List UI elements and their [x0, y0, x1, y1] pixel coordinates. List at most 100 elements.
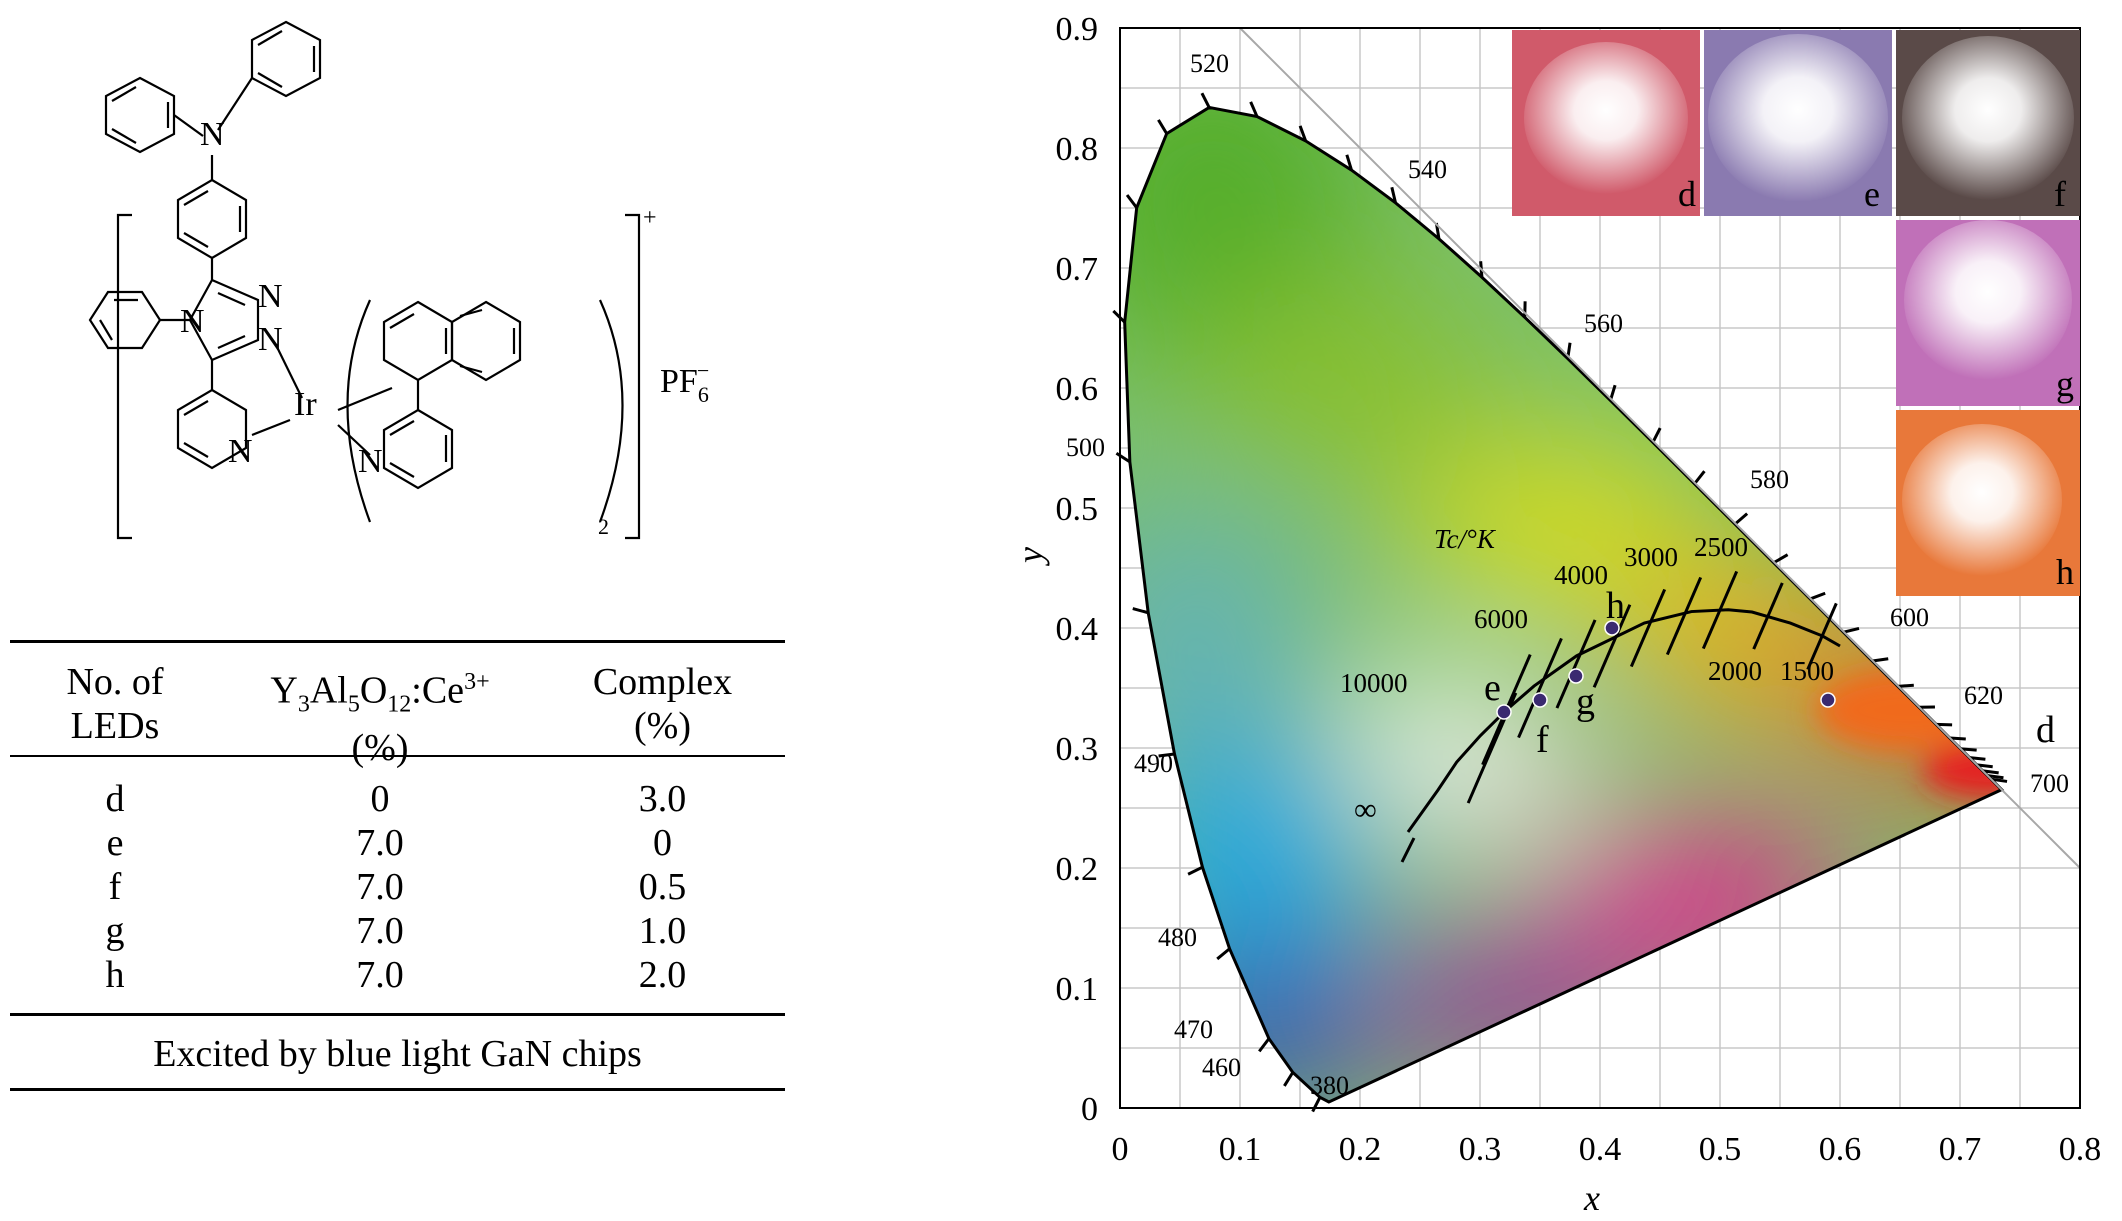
wavelength-label: 470 [1174, 1015, 1213, 1044]
header-complex: Complex (%) [540, 660, 785, 748]
wavelength-label: 540 [1408, 155, 1447, 184]
locus-tick [1125, 194, 1138, 209]
wavelength-label: 700 [2030, 769, 2069, 798]
locus-tick [1157, 119, 1168, 135]
photo-label-f: f [2054, 174, 2066, 214]
locus-tick [1158, 752, 1175, 758]
x-tick-label: 0.1 [1219, 1131, 1262, 1168]
row-led: d [105, 778, 125, 820]
wavelength-label: 600 [1890, 603, 1929, 632]
isotherm-line [1752, 582, 1784, 650]
complex-charge: + [643, 205, 657, 231]
naphthalene-ring-a [382, 300, 454, 382]
header-complex-line2: (%) [634, 705, 691, 747]
table-top-rule [10, 640, 785, 643]
locus-tick [1734, 512, 1749, 526]
locus-tick [1216, 947, 1231, 961]
locus-tick [1115, 451, 1131, 464]
x-tick-label: 0.3 [1459, 1131, 1502, 1168]
locus-tick [1311, 1096, 1322, 1113]
data-point-d [1820, 692, 1836, 708]
amine-n: N [200, 116, 225, 153]
data-point-e [1496, 704, 1512, 720]
wavelength-label: 460 [1202, 1053, 1241, 1082]
y-tick-label: 0 [1081, 1091, 1098, 1128]
locus-tick [1132, 607, 1149, 615]
triazole-n2: N [258, 321, 283, 358]
y-tick-label: 0.1 [1056, 971, 1099, 1008]
molecular-structure: N N N N N Ir N + 2 PF6− [88, 20, 709, 540]
cct-label: 6000 [1474, 604, 1528, 634]
photo-inset-f: f [1896, 30, 2080, 216]
wavelength-label: 500 [1066, 433, 1105, 462]
photo-inset-d: d [1512, 30, 1700, 216]
row-yag: 7.0 [356, 822, 404, 864]
cct-label: 4000 [1554, 560, 1608, 590]
y-tick-label: 0.9 [1056, 11, 1099, 48]
pyridine-n: N [228, 433, 253, 470]
locus-tick [1982, 769, 1999, 775]
x-tick-label: 0.2 [1339, 1131, 1382, 1168]
cct-label: 2500 [1694, 532, 1748, 562]
isotherm-line [1517, 637, 1563, 739]
photo-inset-g: g [1896, 220, 2080, 406]
table-header-rule [10, 755, 785, 757]
wavelength-label: 560 [1584, 309, 1623, 338]
locus-tick [1872, 657, 1889, 663]
row-complex: 2.0 [638, 954, 687, 996]
wavelength-label: 490 [1134, 749, 1173, 778]
x-tick-label: 0.6 [1819, 1131, 1862, 1168]
header-complex-line1: Complex [592, 661, 733, 703]
locus-tick [1298, 125, 1308, 142]
header-leds-line1: No. of [66, 661, 164, 703]
row-led: e [106, 822, 124, 864]
point-label-g: g [1576, 681, 1595, 723]
data-points [1496, 620, 1836, 720]
locus-tick [1693, 470, 1706, 485]
tc-title: Tc/°K [1434, 524, 1497, 554]
isotherm-line [1592, 604, 1632, 688]
left-paren [346, 299, 372, 523]
triazole-ring [188, 278, 260, 362]
point-label-f: f [1536, 719, 1549, 761]
isotherm-line [1665, 576, 1703, 656]
photo-label-h: h [2056, 552, 2074, 592]
phenyl-ring-top-left [104, 76, 176, 154]
right-bracket [625, 213, 641, 540]
locus-tick [1200, 92, 1211, 109]
point-label-e: e [1484, 667, 1501, 709]
equal-energy-diagonal [1239, 27, 2081, 869]
data-point-h [1604, 620, 1620, 636]
locus-tick [1897, 683, 1914, 688]
phenylene-ring [176, 178, 248, 260]
phenyl-ring-left [88, 290, 162, 350]
point-label-h: h [1606, 585, 1625, 627]
wavelength-label: 480 [1158, 923, 1197, 952]
header-yag: Y3Al5O12:Ce3+ (%) [220, 660, 540, 770]
isotherm-line [1555, 619, 1597, 709]
infinity-endcap [1400, 837, 1416, 863]
counter-ion: PF6− [660, 358, 709, 407]
cct-label: 2000 [1708, 656, 1762, 686]
locus-tick [1969, 756, 1986, 761]
cie-chromaticity-chart: 0 0.1 0.2 0.3 0.4 0.5 0.6 0.7 0.8 0 0.1 … [1010, 11, 2101, 1218]
locus-tick [1187, 865, 1204, 876]
locus-tick [1390, 186, 1397, 204]
wavelength-label: 520 [1190, 49, 1229, 78]
wavelength-label: 380 [1310, 1071, 1349, 1100]
planckian-locus [1406, 608, 1841, 833]
locus-tick [1990, 777, 2008, 783]
triazole-n1: N [258, 278, 283, 315]
locus-tick [1249, 101, 1259, 118]
iridium-atom: Ir [294, 386, 317, 423]
row-yag: 7.0 [356, 954, 404, 996]
photo-label-e: e [1864, 174, 1880, 214]
table-bottom-rule [10, 1088, 785, 1091]
locus-tick [1987, 774, 2004, 780]
header-yag-line2: (%) [351, 727, 409, 770]
data-point-f [1532, 692, 1548, 708]
row-led: h [105, 954, 125, 996]
header-leds-line2: LEDs [70, 705, 160, 747]
y-axis-label: y [1010, 547, 1050, 566]
left-bracket [116, 213, 132, 540]
